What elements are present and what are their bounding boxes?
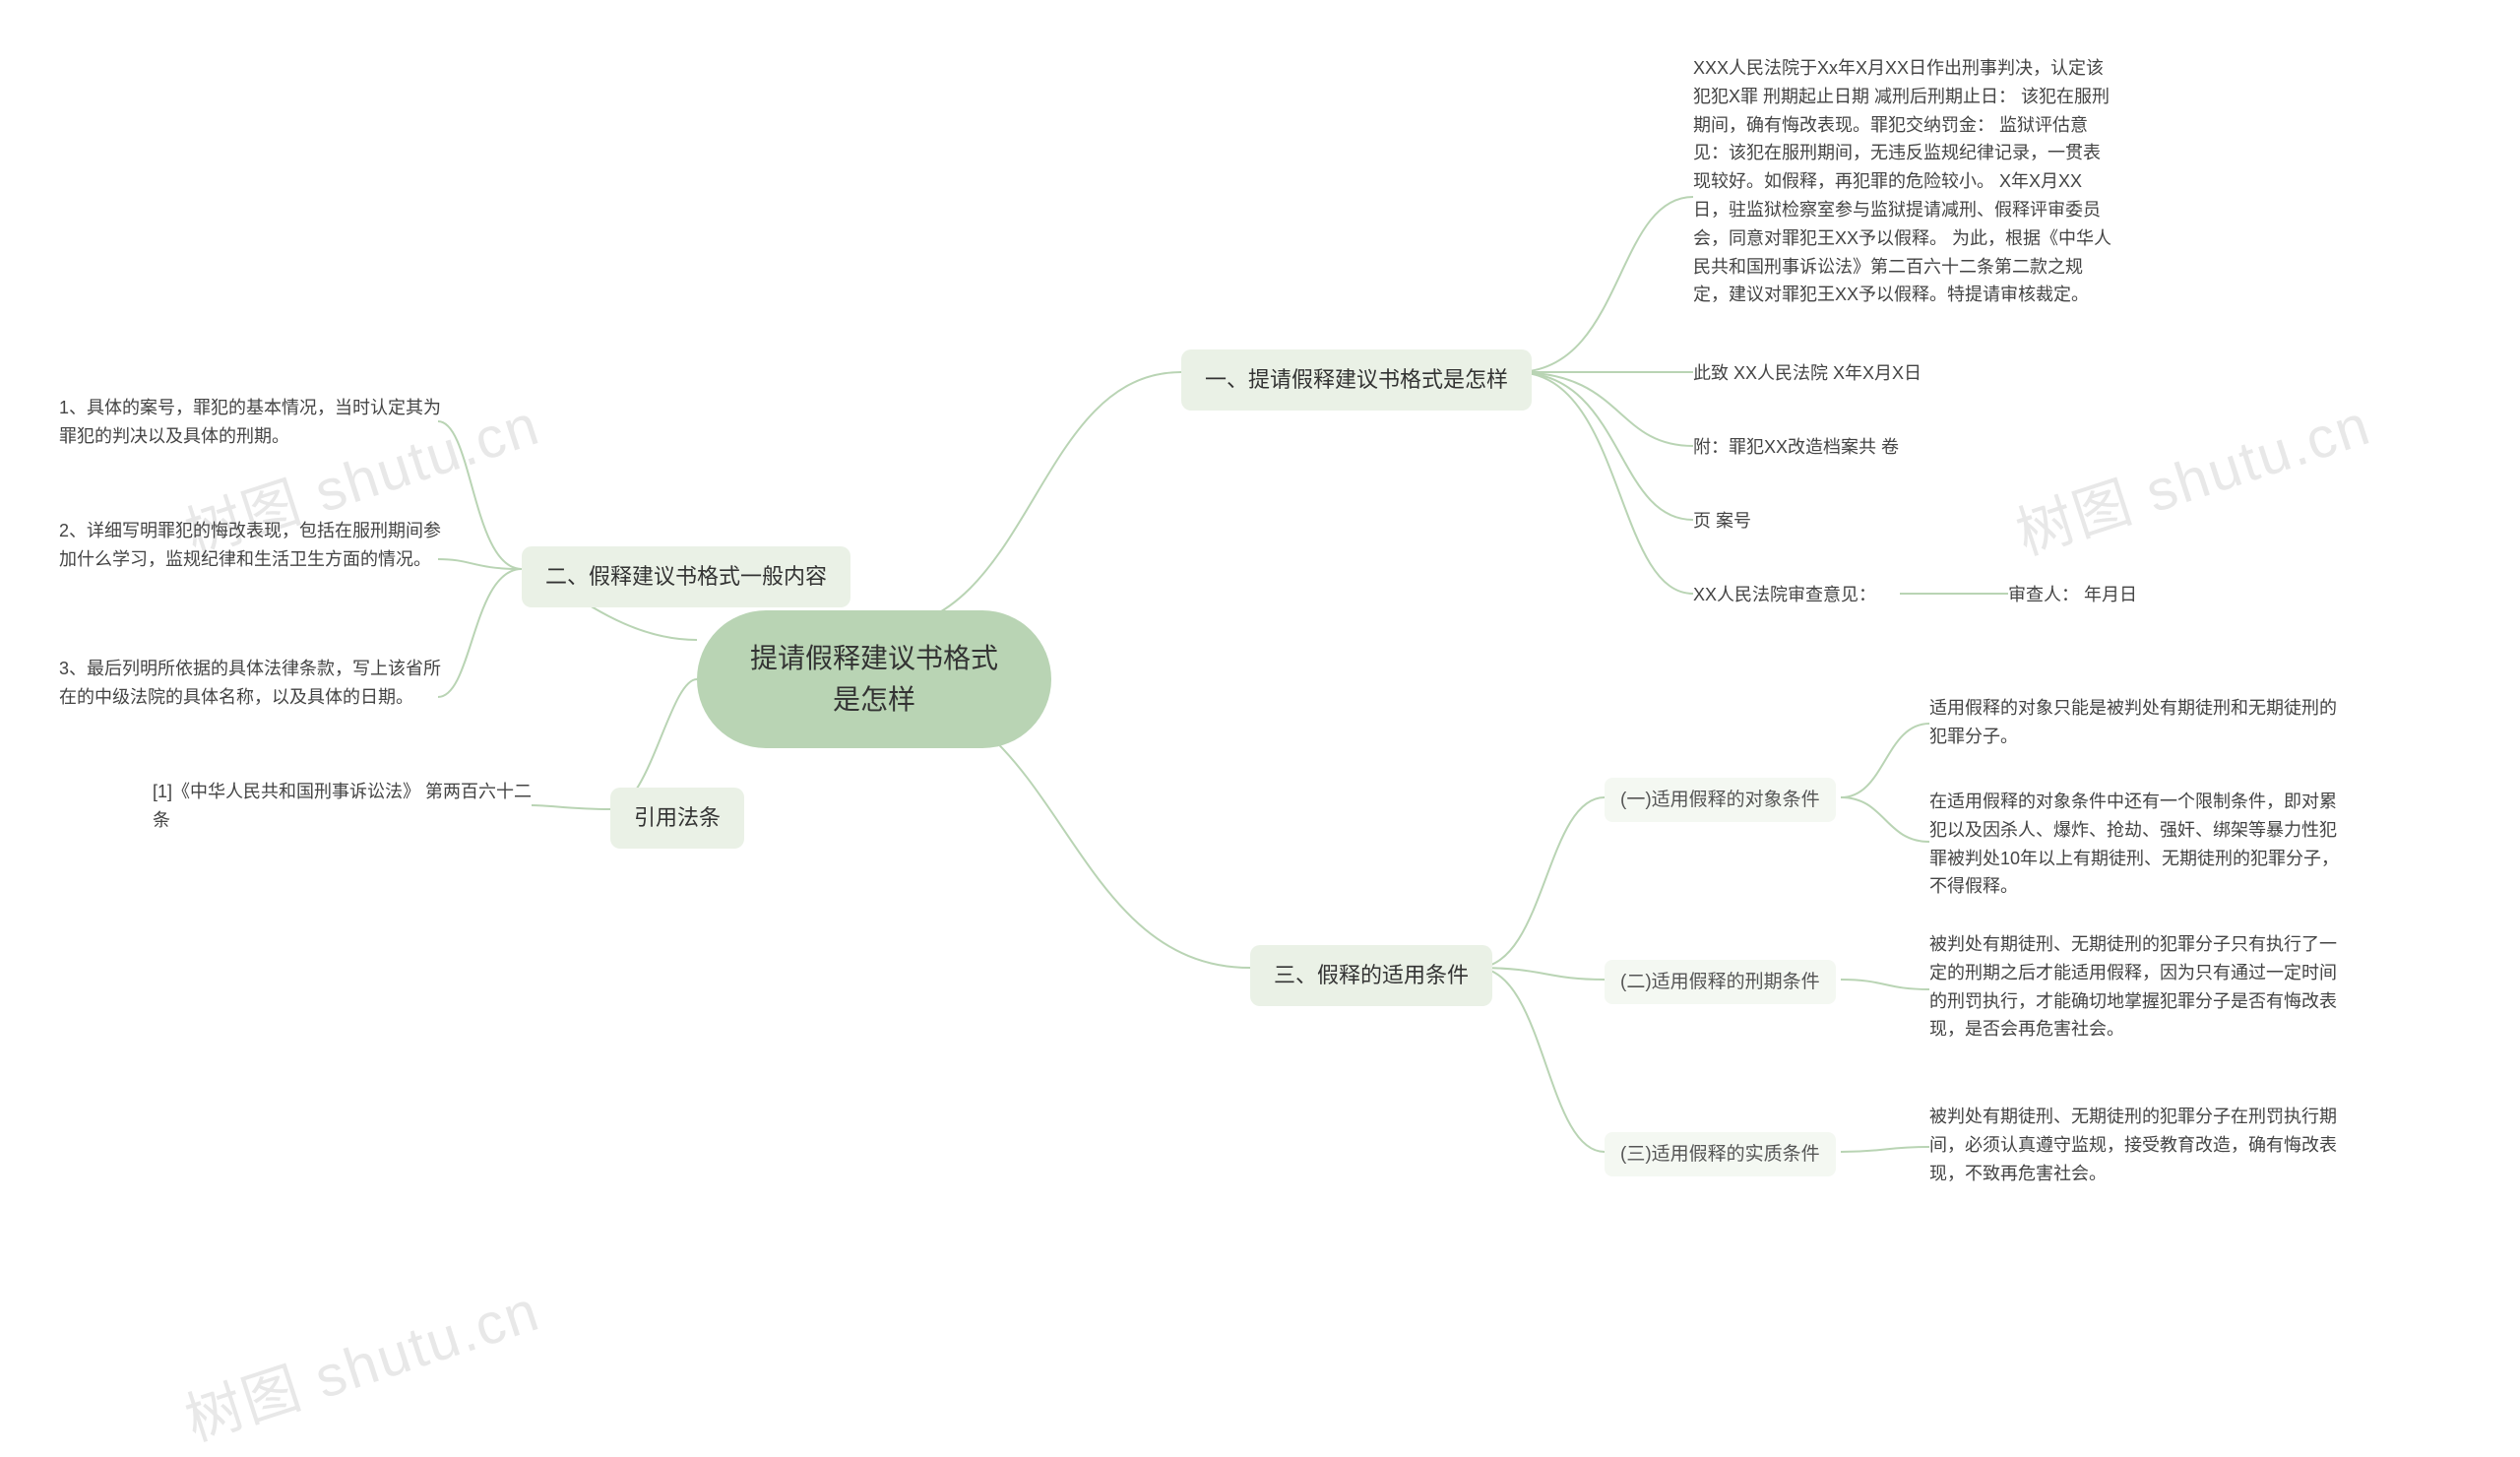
leaf-citation-1: [1]《中华人民共和国刑事诉讼法》 第两百六十二条 <box>153 778 546 835</box>
mindmap-root[interactable]: 提请假释建议书格式是怎样 <box>697 610 1051 748</box>
watermark-3: 树图 shutu.cn <box>173 1264 548 1456</box>
branch-general-content[interactable]: 二、假释建议书格式一般内容 <box>522 546 850 607</box>
leaf-cond-object-1: 适用假释的对象只能是被判处有期徒刑和无期徒刑的犯罪分子。 <box>1929 694 2353 751</box>
leaf-gen-2: 2、详细写明罪犯的悔改表现，包括在服刑期间参加什么学习，监规纪律和生活卫生方面的… <box>59 517 453 574</box>
leaf-cond-essence-1: 被判处有期徒刑、无期徒刑的犯罪分子在刑罚执行期间，必须认真遵守监规，接受教育改造… <box>1929 1103 2353 1187</box>
leaf-format-anhao: 页 案号 <box>1693 507 1751 536</box>
leaf-format-cizhi: 此致 XX人民法院 X年X月X日 <box>1693 359 1922 388</box>
leaf-cond-term-1: 被判处有期徒刑、无期徒刑的犯罪分子只有执行了一定的刑期之后才能适用假释，因为只有… <box>1929 930 2353 1044</box>
watermark-2: 树图 shutu.cn <box>2004 378 2379 570</box>
leaf-format-body: XXX人民法院于Xx年X月XX日作出刑事判决，认定该犯犯X罪 刑期起止日期 减刑… <box>1693 54 2116 309</box>
leaf-format-shencha: XX人民法院审查意见： <box>1693 581 1876 609</box>
branch-format[interactable]: 一、提请假释建议书格式是怎样 <box>1181 349 1532 411</box>
leaf-gen-3: 3、最后列明所依据的具体法律条款，写上该省所在的中级法院的具体名称，以及具体的日… <box>59 655 453 712</box>
branch-conditions[interactable]: 三、假释的适用条件 <box>1250 945 1492 1006</box>
leaf-format-shencharen: 审查人： 年月日 <box>2008 581 2137 609</box>
leaf-format-fu: 附：罪犯XX改造档案共 卷 <box>1693 433 1899 462</box>
leaf-gen-1: 1、具体的案号，罪犯的基本情况，当时认定其为罪犯的判决以及具体的刑期。 <box>59 394 453 451</box>
sub-cond-object[interactable]: (一)适用假释的对象条件 <box>1605 778 1836 822</box>
branch-citation[interactable]: 引用法条 <box>610 788 744 849</box>
sub-cond-essence[interactable]: (三)适用假释的实质条件 <box>1605 1132 1836 1176</box>
sub-cond-term[interactable]: (二)适用假释的刑期条件 <box>1605 960 1836 1004</box>
leaf-cond-object-2: 在适用假释的对象条件中还有一个限制条件，即对累犯以及因杀人、爆炸、抢劫、强奸、绑… <box>1929 788 2353 901</box>
